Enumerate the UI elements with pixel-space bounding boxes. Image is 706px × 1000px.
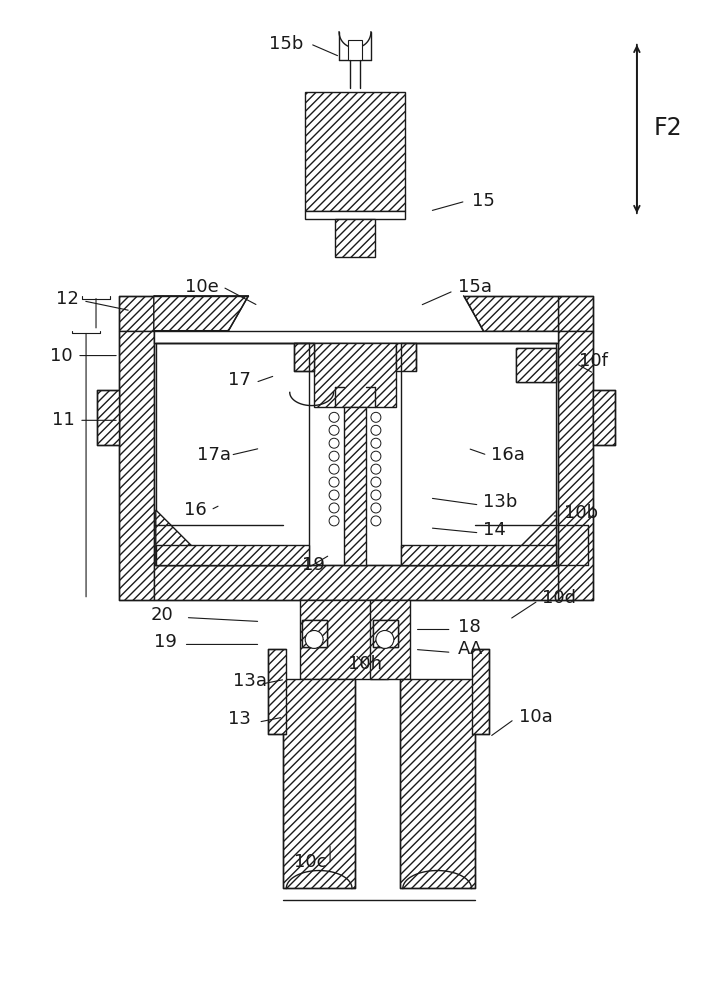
Bar [305,92,405,211]
Text: 19: 19 [154,633,176,651]
Text: 13a: 13a [234,672,268,690]
Circle shape [371,464,381,474]
Circle shape [376,630,394,648]
Text: 10h: 10h [348,655,382,673]
Polygon shape [154,296,249,331]
Text: 10: 10 [51,347,73,365]
Circle shape [329,438,339,448]
Circle shape [371,477,381,487]
Text: 10f: 10f [579,352,608,370]
Circle shape [371,438,381,448]
Text: 15a: 15a [457,278,491,296]
Bar [119,331,154,600]
Circle shape [329,464,339,474]
Text: 13: 13 [229,710,251,728]
Circle shape [329,516,339,526]
Text: 20: 20 [151,606,174,624]
Circle shape [329,425,339,435]
Bar [302,620,327,647]
Bar [400,679,474,888]
Text: 10e: 10e [185,278,219,296]
Text: 17a: 17a [196,446,231,464]
Circle shape [371,490,381,500]
Bar [348,40,362,60]
Bar [373,620,397,647]
Circle shape [329,490,339,500]
Circle shape [371,503,381,513]
Bar [516,348,556,382]
Bar [370,600,409,679]
Circle shape [329,503,339,513]
Bar [302,620,327,647]
Bar [344,407,366,565]
Text: 16: 16 [184,501,206,519]
Bar [305,211,405,219]
Text: 10c: 10c [294,853,326,871]
Circle shape [329,477,339,487]
Bar [516,348,556,382]
Text: 17: 17 [229,371,251,389]
Circle shape [371,516,381,526]
Polygon shape [558,296,593,331]
Polygon shape [119,296,154,331]
Bar [294,343,314,371]
Text: 13b: 13b [484,493,518,511]
Bar [396,343,416,371]
Text: 10d: 10d [542,589,576,607]
Text: 12: 12 [56,290,79,308]
Bar [593,390,615,445]
Bar [156,545,309,565]
Bar [283,679,355,888]
Bar [300,600,388,679]
Text: 15b: 15b [269,35,303,53]
Polygon shape [501,510,556,565]
Bar [97,390,119,445]
Bar [472,649,489,734]
Polygon shape [156,510,210,565]
Circle shape [329,451,339,461]
Circle shape [329,412,339,422]
Text: 10b: 10b [564,504,598,522]
Text: 10a: 10a [520,708,553,726]
Bar [154,331,558,343]
Text: F2: F2 [654,116,683,140]
Text: 19: 19 [302,556,325,574]
Text: 11: 11 [52,411,75,429]
Text: 18: 18 [457,618,480,636]
Bar [335,219,375,257]
Circle shape [371,412,381,422]
Text: 15: 15 [472,192,494,210]
Text: 16a: 16a [491,446,525,464]
Text: 14: 14 [484,521,506,539]
Polygon shape [464,296,558,331]
Bar [373,620,397,647]
Text: AA: AA [457,640,483,658]
Bar [314,343,396,407]
Bar [154,565,558,600]
Circle shape [305,630,323,648]
Bar [268,649,286,734]
Circle shape [371,425,381,435]
Bar [558,331,593,600]
Bar [401,545,556,565]
Circle shape [371,451,381,461]
